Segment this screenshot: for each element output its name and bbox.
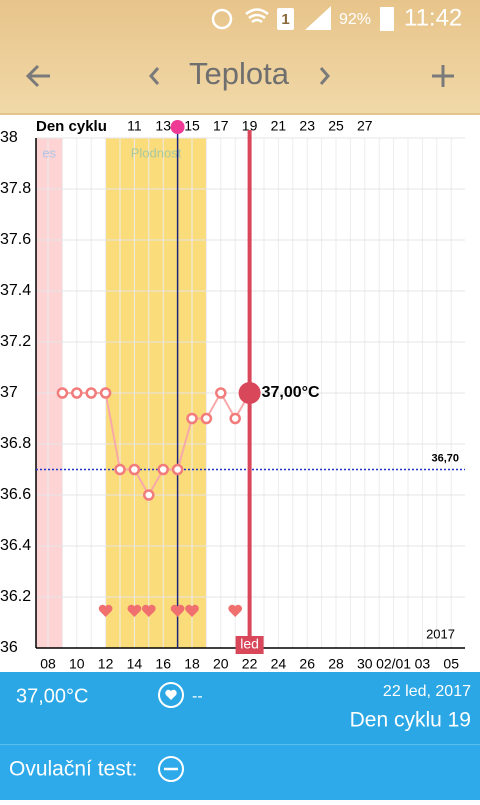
band-label: Plodnost [131,145,182,160]
heart-button[interactable] [158,682,184,708]
point [157,463,169,476]
wifi-icon [245,8,269,24]
x-tick-label: 12 [98,656,114,672]
point [143,489,155,501]
y-tick-label: 36.2 [0,588,31,605]
next-button[interactable] [319,67,330,85]
y-tick-label: 36.8 [0,435,31,452]
back-button[interactable] [25,64,50,88]
point [85,387,97,399]
sim-icon [277,8,294,30]
chart: es Plodnost 36 36.2 36.4 36.6 36.8 37 37.2 37.4 37… [0,118,465,672]
point [171,463,184,476]
point [186,412,198,425]
heart [185,604,199,617]
ovulation-dot [170,120,185,134]
point [200,412,213,425]
header-bg [0,0,480,115]
cover-line-label: 36,70 [431,452,459,464]
x-tick-label: 18 [184,656,200,672]
point [229,412,241,425]
x-tick-label: 20 [213,656,229,672]
x-tick-label: 22 [242,656,258,672]
cycle-day-label: 17 [213,118,229,134]
sim-label: 1 [281,11,289,28]
summary-heart: -- [192,688,203,705]
y-tick-label: 37.6 [0,231,31,248]
y-tick-label: 36 [0,639,18,656]
status-bar: 1 92% 11:42 [211,4,462,31]
prev-button[interactable] [149,67,160,85]
alarm-icon [211,8,233,30]
point [215,387,227,399]
summary-temperature: 37,00°C [16,685,89,707]
point [56,387,69,399]
y-tick-label: 36.4 [0,537,31,554]
y-tick-label: 37 [0,384,18,401]
cycle-day-label: 13 [155,118,171,134]
ovulation-test-button[interactable] [158,756,184,782]
heart-icon [165,689,177,700]
add-button[interactable] [432,65,454,87]
cycle-day-label: 11 [127,118,142,134]
cycle-day-label: 23 [299,118,315,134]
y-tick-label: 37.2 [0,333,31,350]
heart [228,604,243,617]
y-tick-label: 36.6 [0,486,31,503]
year-label: 2017 [426,626,455,641]
heart [127,604,142,617]
y-tick-label: 38 [0,129,18,146]
cycle-day-label: 19 [242,118,258,134]
current-value-label: 37,00°C [262,384,320,401]
x-tick-label: 05 [443,656,459,672]
point [114,463,126,476]
cycle-day-label: 27 [357,118,373,134]
time: 11:42 [404,4,462,31]
toolbar-title: Teplota [189,56,290,91]
cycle-day-label: 21 [271,118,287,134]
today-tag [235,636,264,654]
panel-divider [0,744,480,745]
x-tick-label: 30 [357,656,373,672]
band-label: es [42,145,56,160]
cycle-day-label: 15 [184,118,200,134]
summary-cycle-day: Den cyklu 19 [350,709,471,732]
y-tick-label: 37.4 [0,282,31,299]
cycle-day-label: 25 [328,118,344,134]
cycle-axis-label: Den cyklu [36,118,107,135]
battery-label: 92% [339,11,371,28]
heart [170,604,185,617]
x-tick-label: 02/01 [376,656,411,672]
point [128,463,141,476]
summary-date: 22 led, 2017 [383,683,471,700]
x-tick-label: 24 [271,656,287,672]
today-tag-label: led [240,636,259,652]
ovulation-test-label: Ovulační test: [9,758,137,781]
toolbar [25,64,454,88]
heart [98,604,113,617]
signal-icon [305,6,331,30]
x-tick-label: 14 [127,656,143,672]
x-tick-label: 10 [69,656,85,672]
point [99,387,112,399]
x-tick-label: 26 [299,656,315,672]
y-tick-label: 37.8 [0,180,31,197]
ovulation-panel [0,744,480,800]
heart [141,604,156,617]
summary-panel [0,672,480,744]
x-tick-label: 28 [328,656,344,672]
x-tick-label: 16 [155,656,171,672]
x-tick-label: 08 [40,656,56,672]
current-point [238,382,261,404]
battery-icon [380,7,394,31]
x-tick-label: 03 [415,656,431,672]
point [71,387,83,399]
divider [0,113,480,115]
